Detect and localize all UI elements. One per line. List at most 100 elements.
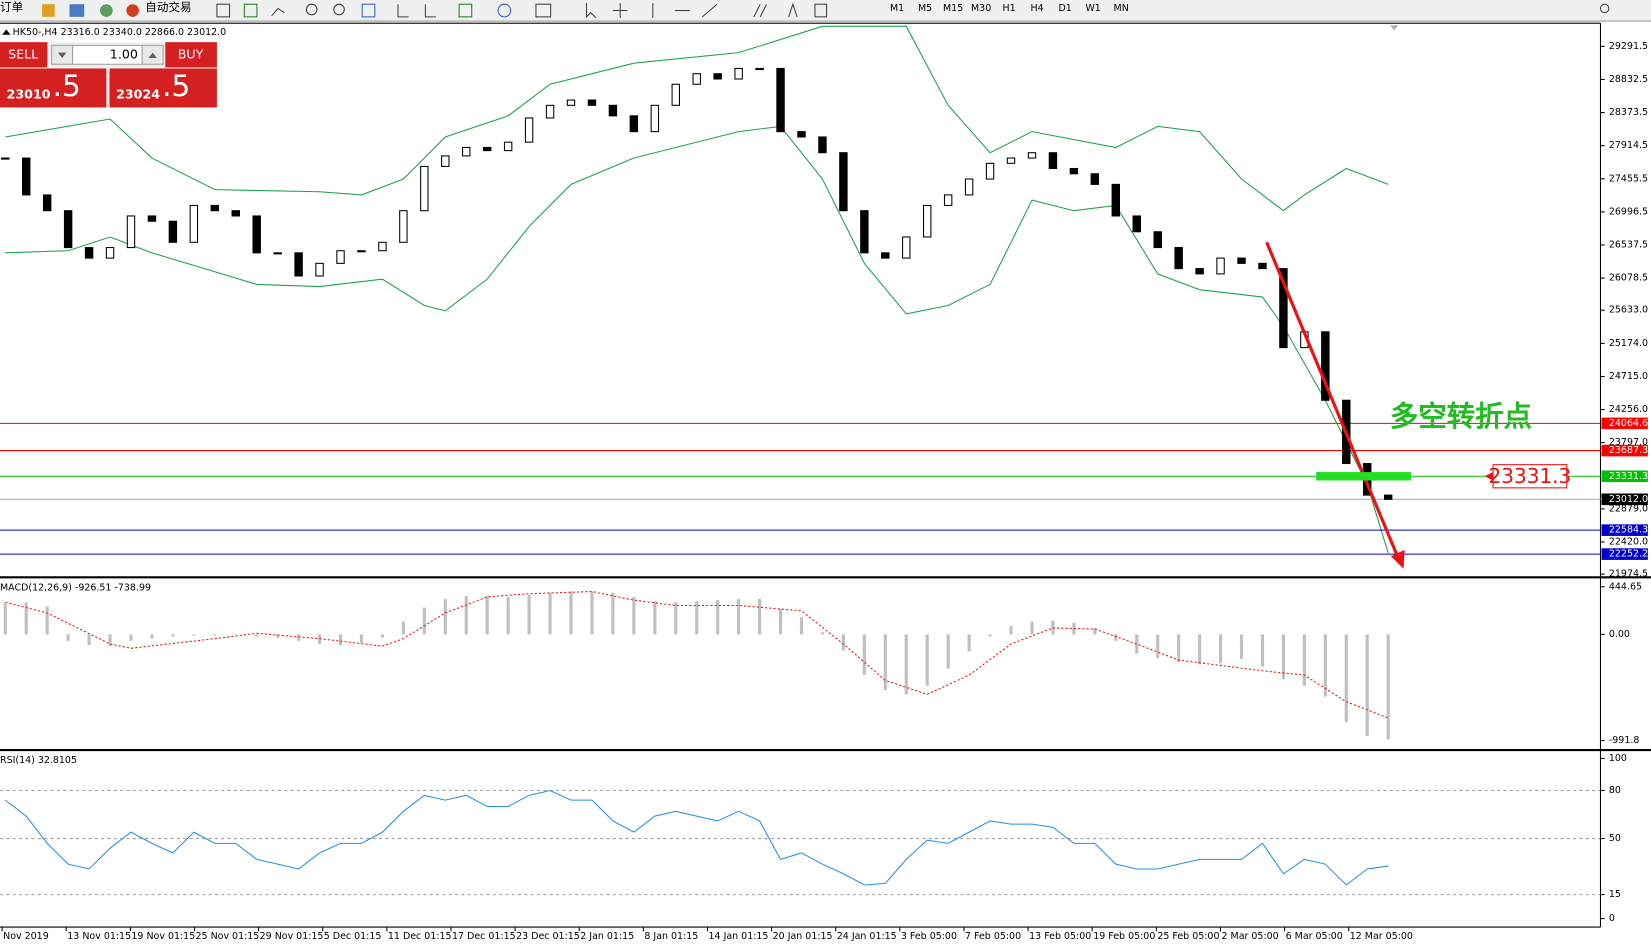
macd-bar xyxy=(1156,634,1160,658)
icon[interactable] xyxy=(497,3,512,18)
buy-button[interactable] xyxy=(165,42,217,68)
candle xyxy=(189,204,199,243)
toolbar-item[interactable]: 自动交易 xyxy=(145,0,191,14)
icon[interactable] xyxy=(458,3,473,18)
macd-bar xyxy=(862,634,866,676)
icon[interactable] xyxy=(1599,3,1610,14)
icon[interactable] xyxy=(612,3,628,18)
candle xyxy=(126,215,136,249)
candle xyxy=(1006,157,1016,164)
icon[interactable] xyxy=(69,4,85,17)
timeframe-button[interactable]: MN xyxy=(1114,3,1129,14)
sell-price-fraction[interactable]: .5 xyxy=(53,69,81,103)
toolbar-item[interactable]: 订单 xyxy=(0,0,23,14)
icon[interactable] xyxy=(305,3,318,16)
timeframe-button[interactable]: M30 xyxy=(971,3,991,14)
x-tick-label: 13 Nov 01:15 xyxy=(67,931,131,942)
one-click-trading: SELL 1.00 BUY 23010 .5 23024 .5 xyxy=(0,42,217,108)
x-tick-label: 2 Mar 05:00 xyxy=(1222,931,1279,942)
icon[interactable] xyxy=(814,3,828,18)
icon[interactable] xyxy=(397,4,409,18)
y-tick-label: 15 xyxy=(1609,889,1621,900)
candle xyxy=(1279,268,1288,349)
y-tick-label: 25633.0 xyxy=(1609,305,1648,316)
candle xyxy=(902,236,911,259)
macd-bar xyxy=(799,617,804,635)
icon[interactable] xyxy=(271,7,285,17)
price-level-label: 23687.3 xyxy=(1609,445,1648,456)
timeframe-button[interactable]: H1 xyxy=(1003,3,1016,14)
macd-bar xyxy=(1365,634,1369,737)
timeframe-button[interactable]: D1 xyxy=(1058,3,1071,14)
icon[interactable] xyxy=(243,3,258,18)
candle xyxy=(713,73,722,80)
candle xyxy=(273,252,282,255)
icon[interactable] xyxy=(333,3,345,16)
sell-price-box[interactable] xyxy=(0,68,107,108)
price-box-label: 23331.3 xyxy=(1489,464,1572,488)
macd-bar xyxy=(1135,634,1139,654)
buy-price-box[interactable] xyxy=(109,68,217,108)
y-tick-label: 444.65 xyxy=(1609,581,1642,592)
x-tick-label: 5 Dec 01:15 xyxy=(324,931,382,942)
macd-bar xyxy=(946,634,950,669)
macd-bar xyxy=(297,634,301,641)
y-tick-label: 50 xyxy=(1609,833,1621,844)
y-tick-label: 24256.0 xyxy=(1609,404,1648,415)
candle xyxy=(881,252,890,259)
candle xyxy=(943,194,953,206)
lot-value[interactable]: 1.00 xyxy=(110,46,138,61)
candle xyxy=(1383,494,1393,500)
icon[interactable] xyxy=(753,3,768,18)
bollinger-upper xyxy=(5,25,1389,212)
y-tick-label: 80 xyxy=(1609,785,1621,796)
candle xyxy=(357,250,366,253)
sell-price[interactable]: 23010 xyxy=(7,86,51,101)
icon[interactable] xyxy=(788,2,798,18)
timeframe-button[interactable]: M5 xyxy=(918,3,932,14)
sell-label[interactable]: SELL xyxy=(8,46,38,61)
y-tick-label: 29291.5 xyxy=(1609,41,1648,52)
timeframe-button[interactable]: M1 xyxy=(890,3,904,14)
candle xyxy=(1,157,10,160)
macd-bar xyxy=(548,592,552,635)
rsi-panel xyxy=(0,789,1601,896)
timeframe-button[interactable]: W1 xyxy=(1085,3,1100,14)
icon[interactable] xyxy=(216,3,231,18)
lot-up-icon xyxy=(148,52,157,58)
candle xyxy=(294,252,303,277)
buy-label[interactable]: BUY xyxy=(178,46,204,61)
macd-bar xyxy=(24,602,28,635)
x-tick-label: 19 Nov 01:15 xyxy=(131,931,195,942)
icon[interactable] xyxy=(585,3,597,19)
candle xyxy=(1321,331,1330,401)
candle xyxy=(964,178,974,196)
price-level-label: 23012.0 xyxy=(1609,494,1648,505)
icon[interactable] xyxy=(701,3,718,18)
y-tick-label: 22879.0 xyxy=(1609,503,1648,514)
macd-bar xyxy=(1030,621,1034,635)
timeframe-button[interactable]: H4 xyxy=(1031,3,1044,14)
buy-price[interactable]: 23024 xyxy=(116,86,160,101)
icon[interactable] xyxy=(361,3,376,18)
macd-bar xyxy=(1344,634,1348,723)
candle xyxy=(1216,257,1225,275)
shift-marker xyxy=(1389,25,1399,31)
candle xyxy=(462,146,471,157)
macd-bar xyxy=(255,634,259,637)
icon[interactable] xyxy=(100,4,113,17)
candle xyxy=(923,204,932,238)
macd-bar xyxy=(443,599,447,635)
icon[interactable] xyxy=(126,4,139,17)
sell-button[interactable] xyxy=(0,42,48,68)
y-tick-label: 27914.5 xyxy=(1609,140,1648,151)
icon[interactable] xyxy=(424,4,436,18)
icon[interactable] xyxy=(535,3,552,18)
icon[interactable] xyxy=(42,4,55,17)
macd-bar xyxy=(1218,634,1223,664)
timeframe-button[interactable]: M15 xyxy=(943,3,963,14)
x-tick-label: 12 Mar 05:00 xyxy=(1350,931,1413,942)
buy-price-fraction[interactable]: .5 xyxy=(162,69,190,103)
macd-bar xyxy=(904,634,908,695)
price-level-tag xyxy=(1601,524,1648,536)
